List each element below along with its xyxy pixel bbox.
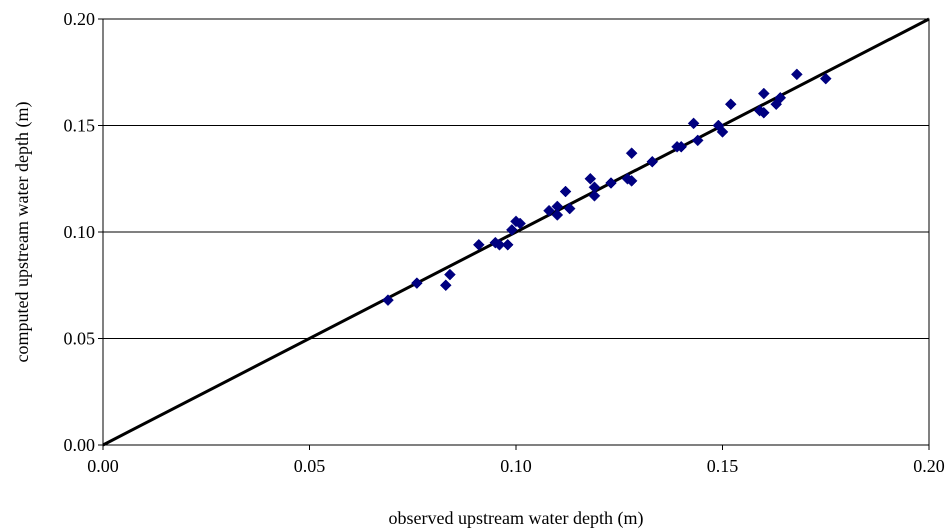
y-tick-label-0: 0.00: [64, 435, 96, 455]
data-point-16: [584, 172, 597, 185]
data-point-27: [691, 134, 704, 147]
data-point-25: [675, 140, 688, 153]
data-point-32: [757, 87, 770, 100]
y-tick-label-2: 0.10: [64, 222, 96, 242]
data-point-26: [687, 117, 700, 130]
data-point-18: [588, 189, 601, 202]
data-point-29: [716, 126, 729, 138]
y-axis-label: computed upstream water depth (m): [12, 102, 33, 363]
data-point-14: [559, 185, 572, 198]
data-point-21: [625, 175, 638, 187]
y-tick-label-4: 0.20: [64, 9, 96, 29]
reference-line-layer: [102, 17, 930, 447]
data-point-30: [724, 98, 737, 111]
y-tick-label-3: 0.15: [64, 116, 96, 136]
x-axis-label: observed upstream water depth (m): [389, 508, 644, 529]
data-point-35: [774, 91, 787, 104]
tick-labels: 0.00 0.05 0.10 0.15 0.20 0.00 0.05 0.10 0.15 0.20: [64, 9, 945, 476]
data-point-19: [605, 177, 617, 189]
data-point-15: [563, 202, 576, 215]
data-point-1: [411, 277, 423, 289]
x-tick-label-3: 0.15: [707, 456, 739, 476]
data-point-23: [646, 155, 659, 168]
data-points: [382, 68, 832, 307]
x-tick-label-0: 0.00: [87, 456, 119, 476]
data-point-10: [514, 217, 526, 230]
data-point-7: [501, 238, 514, 251]
data-point-8: [506, 224, 518, 236]
data-point-13: [551, 209, 564, 221]
data-point-22: [625, 147, 638, 160]
x-tick-label-2: 0.10: [500, 456, 532, 476]
data-point-36: [790, 68, 803, 81]
x-tick-label-1: 0.05: [294, 456, 326, 476]
data-point-0: [382, 294, 394, 307]
data-point-33: [757, 106, 770, 119]
y-tick-label-1: 0.05: [64, 329, 96, 349]
one-to-one-line: [102, 17, 930, 447]
data-point-3: [444, 268, 456, 281]
data-point-2: [439, 279, 452, 292]
data-point-11: [543, 204, 555, 217]
data-point-37: [819, 72, 832, 85]
x-tick-label-4: 0.20: [913, 456, 945, 476]
data-point-6: [493, 238, 506, 251]
data-point-4: [472, 238, 485, 251]
